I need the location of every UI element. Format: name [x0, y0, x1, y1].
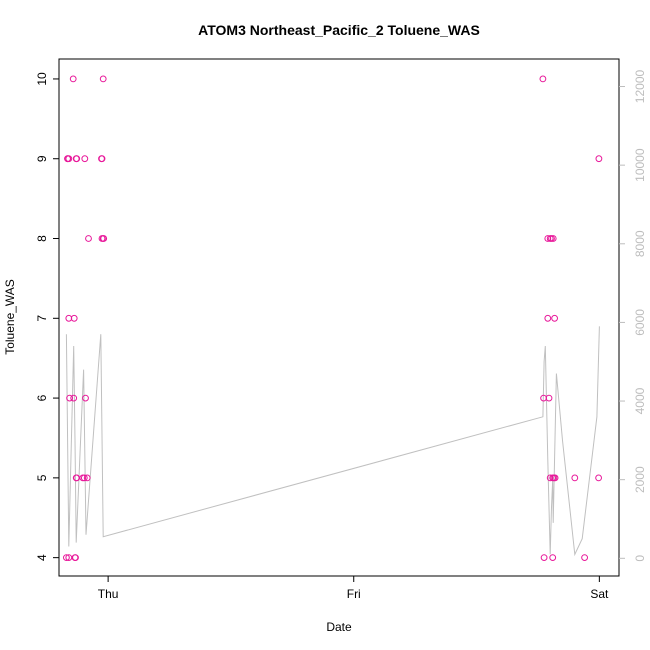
data-point	[99, 75, 107, 83]
y2-tick-label: 0	[633, 555, 647, 562]
data-point	[63, 554, 70, 561]
y2-tick-label: 10000	[633, 148, 647, 182]
data-point	[73, 155, 81, 163]
y2-tick-label: 6000	[633, 309, 647, 336]
y-tick-label: 6	[35, 394, 49, 401]
data-point	[546, 474, 554, 482]
data-point	[540, 554, 548, 561]
data-point	[83, 474, 91, 482]
line-path	[65, 326, 600, 557]
x-tick-label: Fri	[347, 587, 361, 601]
data-point	[98, 155, 106, 163]
line-series	[65, 326, 600, 557]
data-point	[70, 394, 78, 402]
data-point	[549, 235, 557, 242]
point-series	[63, 75, 603, 561]
data-point	[595, 474, 602, 482]
data-point	[539, 75, 547, 83]
plot-frame	[58, 58, 620, 577]
data-point	[82, 394, 89, 402]
y2-tick-label: 4000	[633, 387, 647, 414]
y-tick-label: 10	[35, 72, 49, 86]
data-point	[595, 155, 603, 163]
y-tick-label: 5	[35, 474, 49, 481]
y2-tick-label: 8000	[633, 230, 647, 257]
y-tick-label: 7	[35, 315, 49, 322]
data-point	[80, 474, 88, 482]
x-axis-label: Date	[326, 620, 352, 634]
data-point	[66, 394, 73, 402]
data-point	[100, 235, 108, 242]
x-tick-label: Sat	[590, 587, 609, 601]
chart-title: ATOM3 Northeast_Pacific_2 Toluene_WAS	[198, 22, 480, 38]
data-point	[581, 554, 588, 561]
y2-tick-label: 2000	[633, 466, 647, 493]
data-point	[545, 394, 553, 402]
data-point	[544, 314, 552, 322]
data-point	[81, 155, 89, 163]
y-tick-label: 4	[35, 554, 49, 561]
y2-tick-label: 12000	[633, 70, 647, 104]
data-point	[65, 155, 73, 163]
y-axis-label: Toluene_WAS	[3, 279, 17, 355]
y-tick-label: 8	[35, 235, 49, 242]
data-point	[551, 314, 558, 322]
y-tick-label: 9	[35, 155, 49, 162]
data-point	[72, 554, 79, 561]
data-point	[549, 554, 557, 561]
axes: 4 5 6 7 8 9 10 0 2000 4000 6000 8000 10000 12000 Thu Fr…	[35, 70, 647, 601]
data-point	[85, 235, 92, 242]
data-point	[70, 314, 78, 322]
x-tick-label: Thu	[98, 587, 119, 601]
data-point	[551, 474, 559, 482]
data-point	[69, 75, 77, 83]
data-point	[571, 474, 579, 482]
